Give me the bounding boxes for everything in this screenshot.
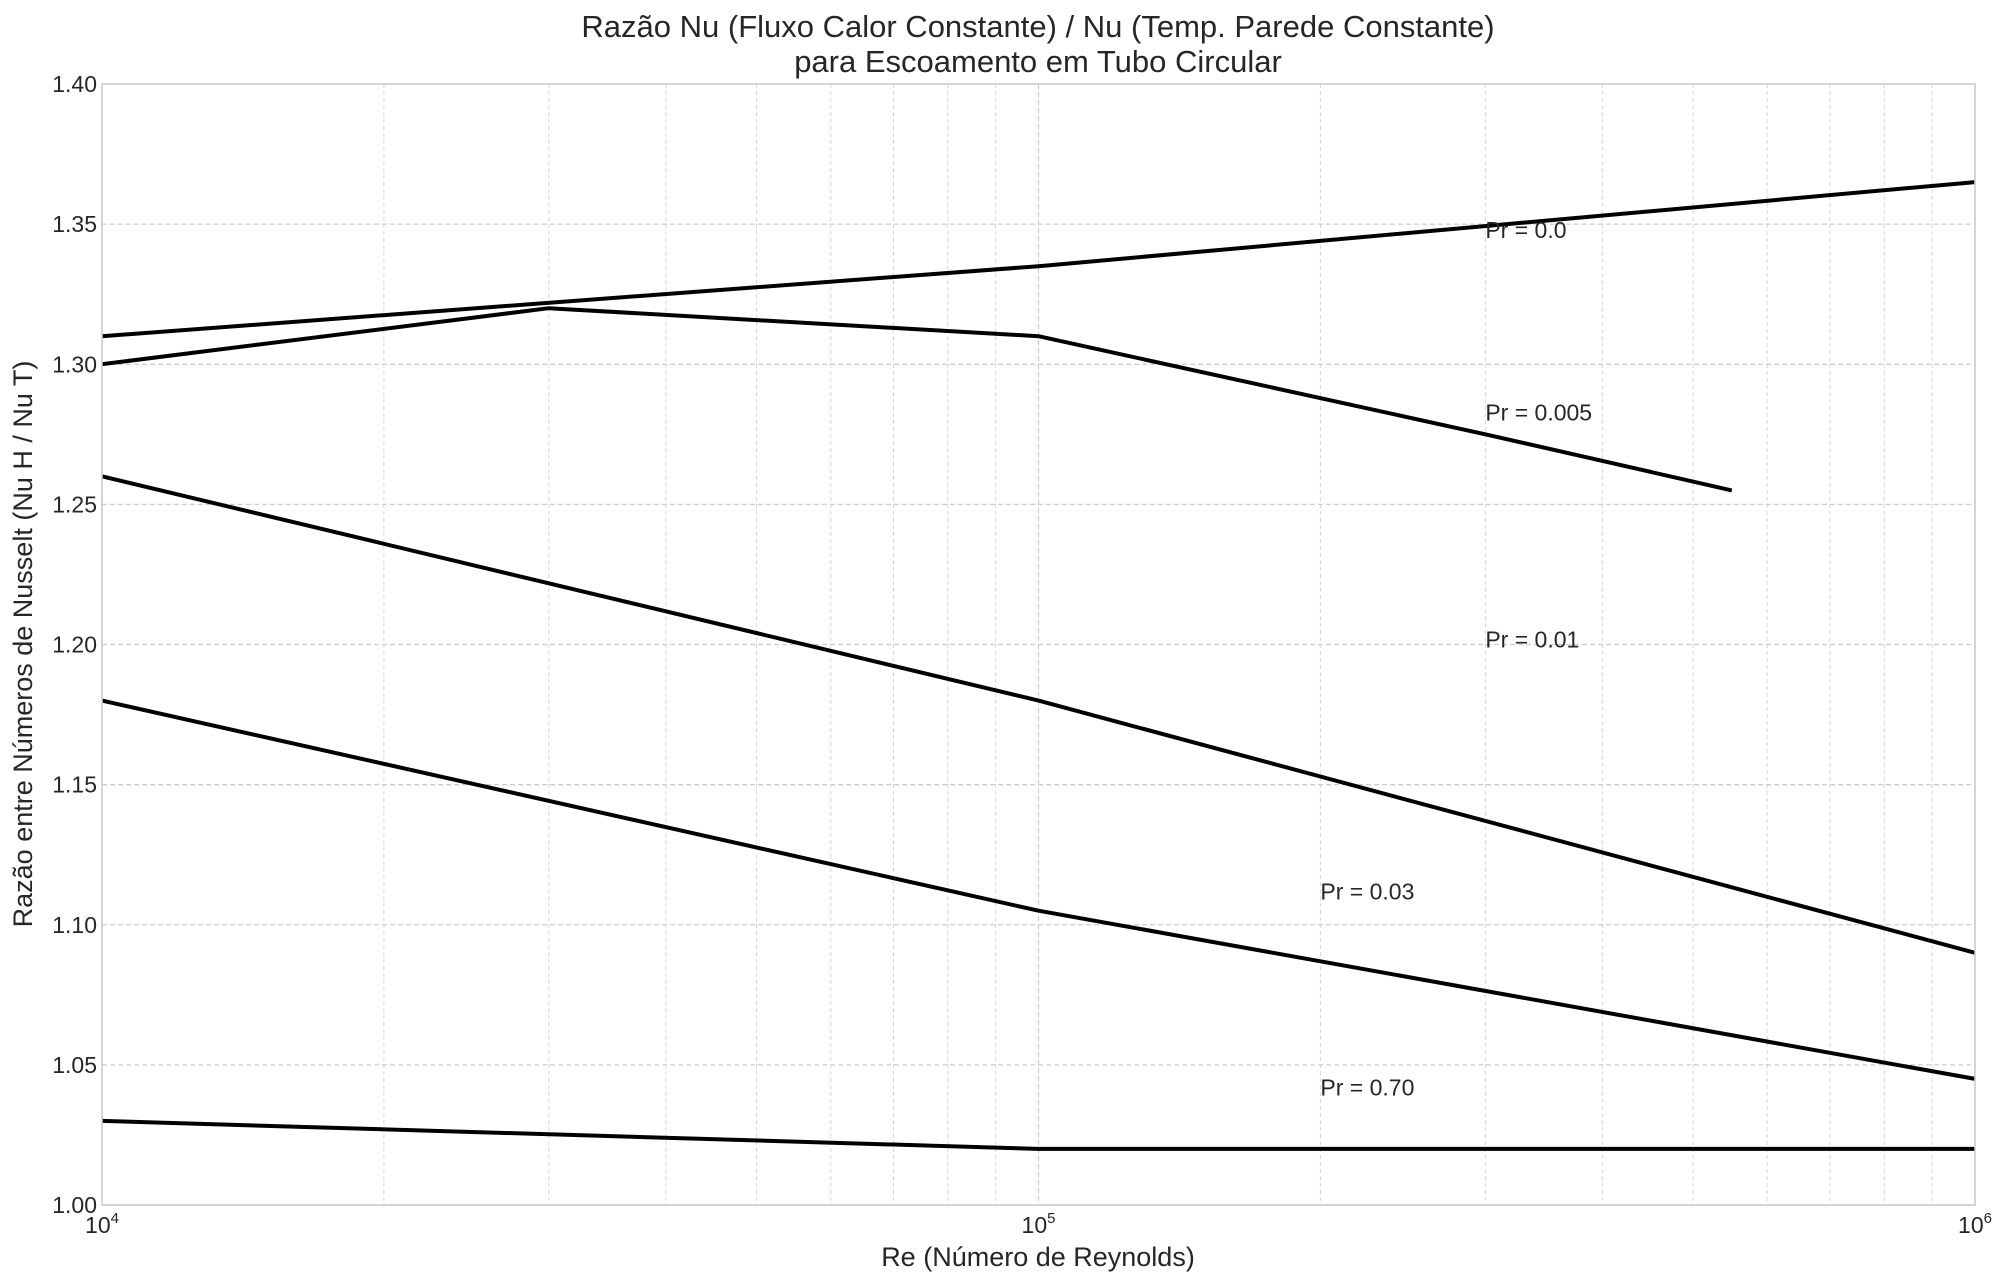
x-tick-label: 104 [85,1210,119,1238]
series-line-3 [101,698,1976,1081]
series-label-2: Pr = 0.01 [1485,626,1579,652]
series-line-0 [101,180,1976,339]
series-label-0: Pr = 0.0 [1485,217,1566,243]
series-label-4: Pr = 0.70 [1320,1075,1414,1101]
chart-subtitle: para Escoamento em Tubo Circular [794,44,1282,79]
series-line-4 [101,1118,1975,1151]
y-tick-label: 1.15 [52,772,97,798]
chart-title: Razão Nu (Fluxo Calor Constante) / Nu (T… [581,9,1494,44]
y-tick-label: 1.10 [52,912,97,938]
y-tick-label: 1.35 [52,211,97,237]
x-axis-label: Re (Número de Reynolds) [881,1242,1195,1272]
y-tick-label: 1.25 [52,491,97,517]
tick-layer: 1.00 1.05 1.10 1.15 1.20 1.25 1.30 1.35 1.40 104 1… [52,71,1992,1238]
plot-frame [101,83,1976,1206]
series-layer [101,180,1976,1151]
y-tick-label: 1.00 [52,1192,97,1218]
series-label-3: Pr = 0.03 [1320,879,1414,905]
series-label-1: Pr = 0.005 [1485,399,1592,425]
x-tick-label: 105 [1022,1210,1056,1238]
y-tick-label: 1.05 [52,1052,97,1078]
series-line-2 [101,474,1976,955]
series-line-1 [101,306,1733,493]
annotation-layer: Pr = 0.0 Pr = 0.005 Pr = 0.01 Pr = 0.03 Pr =… [1320,217,1592,1101]
y-tick-label: 1.40 [52,71,97,97]
y-axis-label: Razão entre Números de Nusselt (Nu H / N… [8,361,38,928]
x-tick-label: 106 [1958,1210,1992,1238]
y-tick-label: 1.30 [52,351,97,377]
y-tick-label: 1.20 [52,632,97,658]
grid-layer [101,83,1976,1206]
